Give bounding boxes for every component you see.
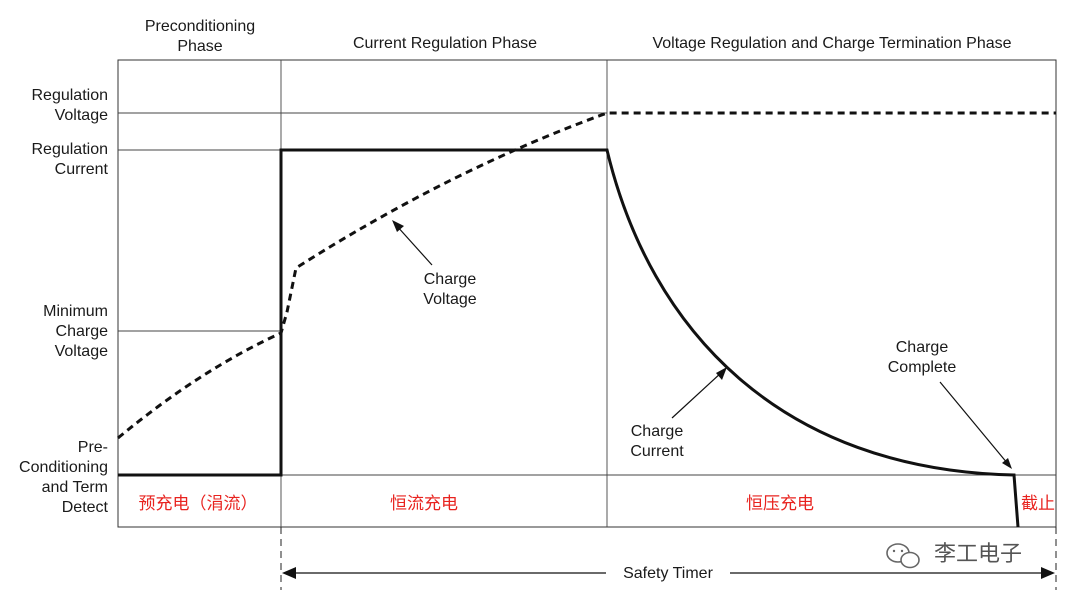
ylabel-precond-3: and Term xyxy=(42,479,108,496)
safety-timer-arrow-right xyxy=(1041,567,1055,579)
phase-title-preconditioning-2: Phase xyxy=(177,38,222,55)
annotation-charge-current-2: Current xyxy=(630,443,684,460)
ylabel-precond-4: Detect xyxy=(62,499,109,516)
arrow-charge-voltage xyxy=(395,224,433,266)
ylabel-regulation-voltage-1: Regulation xyxy=(32,87,109,104)
annotation-charge-voltage-2: Voltage xyxy=(423,291,476,308)
annotation-charge-complete-2: Complete xyxy=(888,359,957,376)
charge-current-curve xyxy=(118,148,1020,528)
arrowhead-charge-current xyxy=(716,367,727,380)
label-constant-voltage: 恒压充电 xyxy=(746,494,814,514)
phase-title-current-regulation: Current Regulation Phase xyxy=(353,35,537,52)
wechat-icon xyxy=(886,543,920,569)
ylabel-precond-2: Conditioning xyxy=(19,459,108,476)
arrowhead-charge-voltage xyxy=(392,220,404,232)
ylabel-precond-1: Pre- xyxy=(78,439,108,456)
label-cutoff: 截止 xyxy=(1021,494,1055,514)
diagram-frame xyxy=(117,59,1057,528)
ylabel-regulation-current-1: Regulation xyxy=(32,141,109,158)
arrow-charge-current xyxy=(671,371,723,419)
arrow-charge-complete xyxy=(939,381,1009,465)
safety-timer-label: Safety Timer xyxy=(623,565,713,582)
ylabel-regulation-current-2: Current xyxy=(55,161,109,178)
label-constant-current: 恒流充电 xyxy=(390,494,458,514)
charge-voltage-curve xyxy=(117,111,1056,440)
annotation-charge-current-1: Charge xyxy=(631,423,684,440)
arrowhead-charge-complete xyxy=(1002,458,1012,469)
annotation-charge-voltage-1: Charge xyxy=(424,271,477,288)
ylabel-min-charge-voltage-3: Voltage xyxy=(55,343,108,360)
ylabel-min-charge-voltage-1: Minimum xyxy=(43,303,108,320)
annotation-charge-complete-1: Charge xyxy=(896,339,949,356)
ylabel-regulation-voltage-2: Voltage xyxy=(55,107,108,124)
watermark-text: 李工电子 xyxy=(934,542,1022,567)
phase-title-preconditioning: Preconditioning xyxy=(145,18,255,35)
label-trickle-charge: 预充电（涓流） xyxy=(139,494,258,514)
phase-title-voltage-regulation: Voltage Regulation and Charge Terminatio… xyxy=(652,35,1011,52)
safety-timer-arrow-left xyxy=(282,567,296,579)
ylabel-min-charge-voltage-2: Charge xyxy=(56,323,109,340)
